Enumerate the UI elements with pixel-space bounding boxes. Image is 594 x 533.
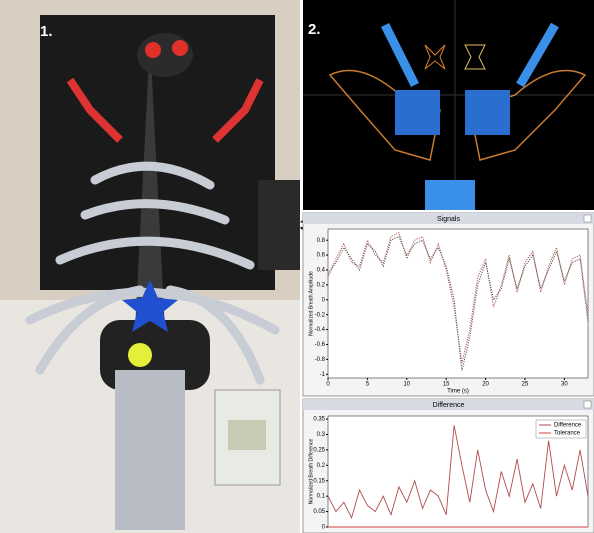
legend-label: Difference (554, 423, 582, 429)
panel-label: 2. (308, 21, 321, 38)
figure: 1. 2. 3. Signals0.80.60.40.20-0.2-0.4-0.… (0, 0, 594, 533)
page: {"panels": ["1.", "2.", "3."], "chart_da… (0, 0, 594, 533)
x-tick-label: 30 (561, 382, 568, 388)
y-tick-label: 0.2 (317, 463, 326, 469)
window-button (584, 215, 591, 222)
y-tick-label: -0.8 (315, 357, 326, 363)
y-tick-label: 0.4 (317, 268, 326, 274)
robot-photo: 1. (0, 0, 300, 533)
y-tick-label: 0.25 (313, 447, 325, 453)
window-button (584, 401, 591, 408)
y-tick-label: 0.8 (317, 238, 326, 244)
y-tick-label: -0.2 (315, 312, 326, 318)
y-tick-label: -1 (320, 372, 326, 378)
y-axis-label: Normalized Breath Difference (308, 439, 314, 505)
x-tick-label: 20 (482, 382, 489, 388)
x-axis-label: Time (s) (447, 389, 469, 395)
x-tick-label: 25 (522, 382, 529, 388)
y-tick-label: 0.1 (317, 494, 326, 500)
y-tick-label: 0.3 (317, 432, 326, 438)
y-tick-label: -0.6 (315, 342, 326, 348)
y-tick-label: -0.4 (315, 327, 326, 333)
y-tick-label: 0.35 (313, 417, 325, 423)
charts: 3. Signals0.80.60.40.20-0.2-0.4-0.6-0.8-… (300, 213, 594, 533)
y-tick-label: 0.6 (317, 253, 326, 259)
hand-image: 2. (303, 0, 594, 210)
chart-title: Difference (433, 402, 465, 409)
chart-title: Signals (437, 216, 460, 223)
y-tick-label: 0.15 (313, 478, 325, 484)
y-tick-label: 0.05 (313, 509, 325, 515)
y-axis-label: Normalized Breath Amplitude (308, 271, 314, 336)
panel-label: 1. (40, 23, 53, 40)
x-tick-label: 15 (443, 382, 450, 388)
y-tick-label: 0.2 (317, 282, 326, 288)
plot-area (328, 229, 588, 378)
legend-label: Tolerance (554, 431, 581, 437)
x-tick-label: 10 (403, 382, 410, 388)
